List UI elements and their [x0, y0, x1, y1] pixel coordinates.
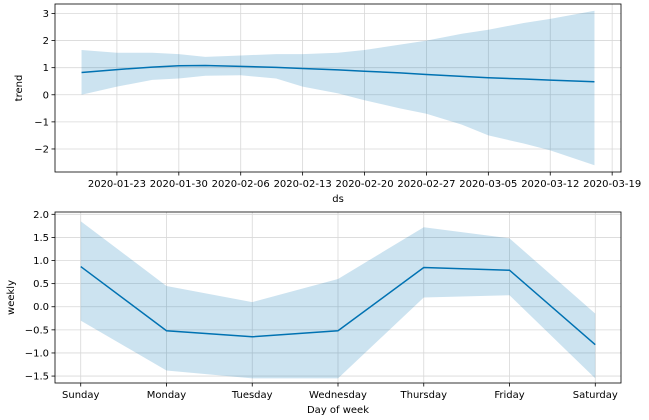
trend-axes-frame	[54, 3, 622, 173]
trend-x-ticks: 2020-01-23 2020-01-30 2020-02-06 2020-02-13…	[88, 172, 641, 190]
trend-uncertainty-band	[81, 10, 595, 166]
trend-x-tick-label: 2020-03-12	[521, 179, 579, 190]
trend-x-axis-label: ds	[332, 194, 344, 205]
weekly-y-tick-label: −0.5	[25, 325, 49, 336]
weekly-y-tick-label: −1.5	[25, 372, 49, 383]
trend-x-tick-label: 2020-02-13	[274, 179, 332, 190]
weekly-x-tick-label: Friday	[494, 390, 524, 401]
trend-y-tick-label: −2	[34, 144, 49, 155]
weekly-y-tick-label: 1.5	[33, 233, 49, 244]
trend-x-tick-label: 2020-02-27	[397, 179, 455, 190]
weekly-x-ticks: Sunday Monday Tuesday Wednesday Thursday Frid…	[62, 383, 618, 401]
weekly-panel: Sunday Monday Tuesday Wednesday Thursday Frid…	[6, 210, 622, 416]
weekly-y-ticks: −1.5 −1.0 −0.5 0.0 0.5 1.0 1.5 2.0	[25, 210, 55, 383]
weekly-line	[80, 265, 596, 346]
weekly-y-axis-label: weekly	[6, 280, 17, 315]
trend-band-area	[81, 10, 595, 166]
trend-y-tick-label: 1	[43, 63, 49, 74]
weekly-uncertainty-band	[80, 221, 596, 379]
weekly-x-tick-label: Saturday	[573, 390, 618, 401]
weekly-y-tick-label: 0.0	[33, 302, 49, 313]
weekly-grid	[55, 212, 621, 383]
weekly-band-area	[80, 221, 596, 379]
weekly-x-axis-label: Day of week	[307, 405, 369, 416]
weekly-y-tick-label: 1.0	[33, 256, 49, 267]
trend-y-tick-label: −1	[34, 117, 49, 128]
trend-y-ticks: −2 −1 0 1 2 3	[34, 9, 55, 155]
trend-grid	[55, 4, 621, 172]
trend-series-line	[81, 64, 595, 83]
trend-panel: 2020-01-23 2020-01-30 2020-02-06 2020-02-13…	[14, 3, 641, 205]
weekly-x-tick-label: Monday	[147, 390, 187, 401]
trend-y-tick-label: 2	[43, 36, 49, 47]
weekly-x-tick-label: Sunday	[62, 390, 99, 401]
trend-x-tick-label: 2020-02-06	[212, 179, 270, 190]
trend-x-tick-label: 2020-03-19	[583, 179, 641, 190]
weekly-y-tick-label: −1.0	[25, 348, 49, 359]
trend-y-axis-label: trend	[14, 75, 25, 102]
weekly-y-tick-label: 2.0	[33, 210, 49, 221]
weekly-series-line	[80, 265, 596, 346]
weekly-y-tick-label: 0.5	[33, 279, 49, 290]
trend-y-tick-label: 0	[43, 90, 49, 101]
trend-line	[81, 64, 595, 83]
weekly-x-tick-label: Wednesday	[309, 390, 367, 401]
trend-y-tick-label: 3	[43, 9, 49, 20]
trend-x-tick-label: 2020-03-05	[459, 179, 517, 190]
trend-x-tick-label: 2020-01-30	[150, 179, 208, 190]
weekly-x-tick-label: Thursday	[400, 390, 448, 401]
trend-x-tick-label: 2020-02-20	[335, 179, 393, 190]
trend-x-tick-label: 2020-01-23	[88, 179, 146, 190]
weekly-x-tick-label: Tuesday	[231, 390, 273, 401]
